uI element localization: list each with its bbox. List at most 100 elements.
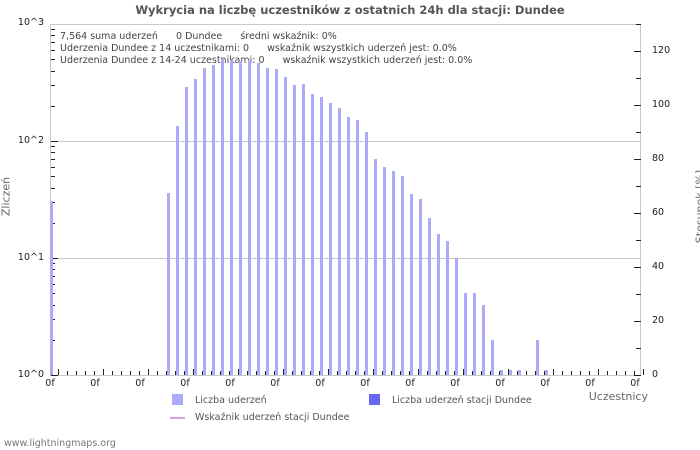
bar	[464, 293, 467, 375]
y2-tick	[636, 24, 641, 25]
x-tick	[535, 371, 536, 375]
bar	[284, 77, 287, 375]
y-minor-tick	[51, 106, 55, 107]
x-tick	[139, 371, 140, 375]
x-tick	[607, 371, 608, 375]
y-minor-tick	[51, 59, 55, 60]
y-tick-label-100: 10^2	[17, 135, 44, 146]
y2-tick	[636, 186, 641, 187]
y-minor-tick	[51, 35, 55, 36]
bar	[185, 86, 188, 375]
x-tick	[58, 369, 59, 375]
x-tick	[112, 371, 113, 375]
x-tick	[247, 371, 248, 375]
y-minor-tick	[51, 293, 55, 294]
y-minor-tick	[51, 146, 55, 147]
x-tick	[400, 371, 401, 375]
x-tick	[472, 371, 473, 375]
y-minor-tick	[51, 188, 55, 189]
bar	[329, 103, 332, 375]
x-tick	[166, 371, 167, 375]
x-tick-label: 0f	[315, 378, 325, 389]
y-minor-tick	[51, 176, 55, 177]
x-tick	[256, 371, 257, 375]
bar	[473, 293, 476, 375]
x-tick-label: 0f	[180, 378, 190, 389]
x-tick	[346, 371, 347, 375]
y-tick-label-10: 10^1	[17, 252, 44, 263]
bar	[374, 159, 377, 375]
x-tick-label: 0f	[585, 378, 595, 389]
y-minor-tick	[51, 167, 55, 168]
x-tick	[337, 371, 338, 375]
legend-swatch-station-strikes	[369, 394, 380, 405]
footer-source: www.lightningmaps.org	[4, 438, 116, 449]
bar	[239, 61, 242, 375]
x-tick	[220, 371, 221, 375]
x-tick	[184, 371, 185, 375]
x-tick	[382, 371, 383, 375]
y-minor-tick	[51, 305, 55, 306]
bar	[248, 60, 251, 375]
x-tick	[94, 371, 95, 375]
x-tick	[103, 369, 104, 375]
x-tick	[517, 371, 518, 375]
x-tick	[364, 371, 365, 375]
y2-tick-label-40: 40	[652, 261, 665, 272]
x-tick	[463, 369, 464, 375]
x-tick	[598, 369, 599, 375]
x-tick	[409, 371, 410, 375]
bar	[311, 94, 314, 375]
x-tick	[310, 371, 311, 375]
x-tick	[175, 371, 176, 375]
x-tick	[526, 371, 527, 375]
x-tick	[580, 371, 581, 375]
y2-tick	[634, 159, 641, 160]
bottom-axis-line	[50, 375, 641, 376]
x-tick	[157, 371, 158, 375]
x-tick	[283, 369, 284, 375]
bar	[545, 370, 548, 375]
y-minor-tick	[51, 159, 55, 160]
y-minor-tick	[51, 319, 55, 320]
x-tick	[301, 371, 302, 375]
info-line-14: Uderzenia Dundee z 14 uczestnikami: 0 ws…	[60, 43, 457, 54]
bar	[509, 370, 512, 375]
x-tick	[328, 369, 329, 375]
y-minor-tick	[51, 202, 55, 203]
bar	[203, 68, 206, 375]
y2-tick	[636, 348, 641, 349]
x-tick	[427, 371, 428, 375]
bar	[437, 234, 440, 375]
y-minor-tick	[51, 85, 55, 86]
y2-tick-label-60: 60	[652, 207, 665, 218]
y2-tick	[636, 240, 641, 241]
bar	[275, 69, 278, 375]
y-tick-label-1: 10^0	[17, 369, 44, 380]
plot-area	[50, 24, 641, 375]
x-tick	[292, 371, 293, 375]
x-tick	[418, 369, 419, 375]
x-tick	[499, 371, 500, 375]
bar	[419, 198, 422, 375]
x-tick-label: 0f	[45, 378, 55, 389]
x-tick	[274, 371, 275, 375]
y-minor-tick	[51, 141, 58, 142]
y2-tick	[634, 375, 641, 376]
bar	[257, 63, 260, 375]
info-line-14-24: Uderzenia Dundee z 14-24 uczestnikami: 0…	[60, 55, 473, 66]
legend-line-station-ratio	[170, 417, 185, 419]
bar	[428, 217, 431, 375]
bar	[338, 108, 341, 375]
chart-title: Wykrycia na liczbę uczestników z ostatni…	[135, 3, 565, 17]
x-tick	[211, 371, 212, 375]
y2-tick-label-100: 100	[652, 99, 671, 110]
bar	[491, 339, 494, 375]
y2-tick	[634, 267, 641, 268]
x-tick	[229, 371, 230, 375]
y-minor-tick	[51, 152, 55, 153]
x-tick	[193, 369, 194, 375]
x-tick	[121, 371, 122, 375]
x-tick	[490, 371, 491, 375]
bar	[392, 171, 395, 375]
